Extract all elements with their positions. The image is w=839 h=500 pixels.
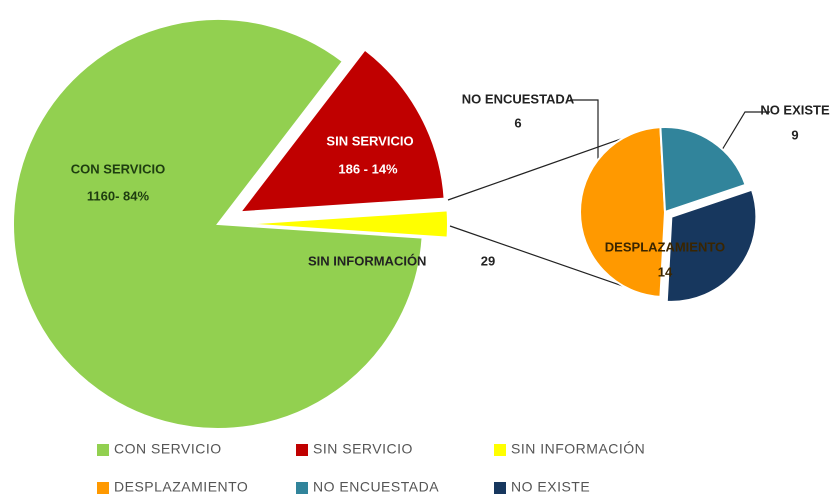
legend-label: SIN SERVICIO <box>313 441 413 457</box>
data-label: SIN SERVICIO <box>326 133 413 148</box>
legend-swatch <box>97 482 109 494</box>
pie-slice <box>12 18 424 430</box>
legend-swatch <box>296 482 308 494</box>
data-label: 6 <box>514 115 521 130</box>
data-label: 9 <box>791 127 798 142</box>
pie-slice <box>579 126 667 298</box>
data-label: NO EXISTE <box>760 102 830 117</box>
data-label: 29 <box>481 253 495 268</box>
legend-label: NO ENCUESTADA <box>313 479 439 495</box>
legend-label: NO EXISTE <box>511 479 590 495</box>
pie-slice <box>242 209 449 239</box>
data-label: 1160- 84% <box>87 188 150 203</box>
legend-label: SIN INFORMACIÓN <box>511 441 645 457</box>
connector-line <box>449 225 641 293</box>
data-label: SIN INFORMACIÓN <box>308 253 426 268</box>
legend-swatch <box>97 444 109 456</box>
pie-slice <box>665 188 758 303</box>
pie-slice <box>237 48 446 214</box>
data-label: NO ENCUESTADA <box>462 91 575 106</box>
data-label: CON SERVICIO <box>71 161 165 176</box>
legend-swatch <box>494 482 506 494</box>
legend-swatch <box>494 444 506 456</box>
data-label: DESPLAZAMIENTO <box>605 239 725 254</box>
pie-slice <box>659 126 747 214</box>
legend-swatch <box>296 444 308 456</box>
data-label: 186 - 14% <box>338 161 398 176</box>
legend-label: DESPLAZAMIENTO <box>114 479 248 495</box>
leader-line <box>570 99 599 160</box>
leader-line <box>721 111 770 151</box>
legend-label: CON SERVICIO <box>114 441 222 457</box>
data-label: 14 <box>658 264 673 279</box>
